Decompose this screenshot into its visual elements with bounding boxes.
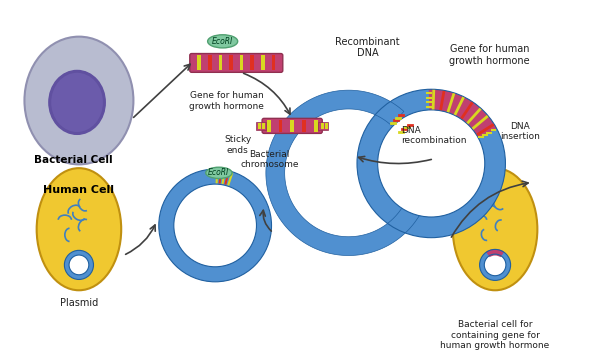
Text: Recombinant
DNA: Recombinant DNA xyxy=(335,37,399,58)
Bar xyxy=(271,55,276,70)
Text: EcoRI: EcoRI xyxy=(212,37,233,46)
Text: Bacterial cell for
containing gene for
human growth hormone: Bacterial cell for containing gene for h… xyxy=(441,320,550,350)
Bar xyxy=(278,120,283,132)
Text: Sticky
ends: Sticky ends xyxy=(224,135,251,155)
Text: Plasmid: Plasmid xyxy=(60,298,98,308)
Text: Bacterial Cell: Bacterial Cell xyxy=(34,155,113,165)
Ellipse shape xyxy=(37,168,121,290)
Wedge shape xyxy=(428,89,497,138)
Bar xyxy=(314,120,317,132)
Ellipse shape xyxy=(24,37,133,164)
Circle shape xyxy=(357,89,506,238)
FancyBboxPatch shape xyxy=(190,54,283,72)
Bar xyxy=(302,120,306,132)
Ellipse shape xyxy=(49,70,105,134)
Wedge shape xyxy=(486,249,504,257)
Ellipse shape xyxy=(208,35,238,48)
Bar xyxy=(197,55,201,70)
Circle shape xyxy=(480,250,510,281)
Bar xyxy=(208,55,212,70)
FancyBboxPatch shape xyxy=(262,118,322,133)
Bar xyxy=(229,55,233,70)
Bar xyxy=(218,55,222,70)
Text: DNA
insertion: DNA insertion xyxy=(500,122,540,141)
Circle shape xyxy=(174,184,257,267)
Text: DNA
recombination: DNA recombination xyxy=(401,126,467,145)
Bar xyxy=(257,122,266,130)
Text: EcoRI: EcoRI xyxy=(208,168,230,177)
Bar xyxy=(267,120,271,132)
Circle shape xyxy=(378,110,485,217)
Bar xyxy=(240,55,244,70)
Ellipse shape xyxy=(206,167,232,178)
Text: Gene for human
growth hormone: Gene for human growth hormone xyxy=(189,91,264,111)
Ellipse shape xyxy=(51,73,103,132)
Circle shape xyxy=(64,250,93,279)
Bar xyxy=(290,120,294,132)
Text: Human Cell: Human Cell xyxy=(44,185,114,195)
Polygon shape xyxy=(266,90,431,256)
Bar xyxy=(250,55,254,70)
Circle shape xyxy=(159,169,271,282)
Bar xyxy=(261,55,265,70)
Bar xyxy=(319,122,328,130)
Bar xyxy=(322,123,324,129)
Bar xyxy=(325,123,328,129)
Bar xyxy=(258,123,261,129)
Circle shape xyxy=(69,255,89,275)
Ellipse shape xyxy=(453,168,537,290)
Bar xyxy=(262,123,265,129)
Text: Gene for human
growth hormone: Gene for human growth hormone xyxy=(449,44,530,66)
Circle shape xyxy=(484,254,506,276)
Text: Bacterial
chromosome: Bacterial chromosome xyxy=(240,150,299,169)
